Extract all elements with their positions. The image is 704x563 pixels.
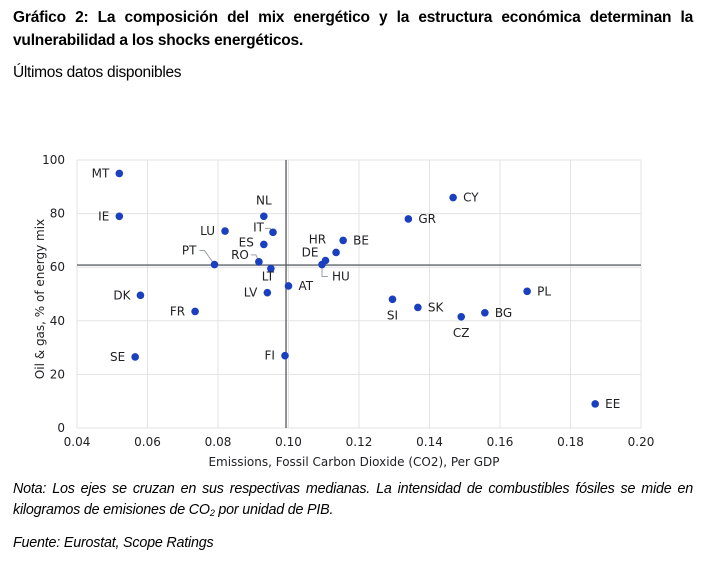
- point-label-hr: HR: [309, 232, 326, 246]
- x-tick-label: 0.10: [275, 435, 302, 449]
- data-point-ee: [591, 400, 599, 408]
- point-label-at: AT: [299, 279, 314, 293]
- data-point-hu: [318, 260, 326, 269]
- data-point-pt: [210, 260, 219, 269]
- data-point-ie: [115, 212, 124, 221]
- data-point-si: [388, 295, 397, 304]
- point-label-sk: SK: [428, 300, 445, 314]
- x-tick-label: 0.14: [416, 435, 443, 449]
- point-label-mt: MT: [92, 166, 110, 180]
- y-tick-label: 100: [42, 153, 65, 167]
- data-point-se: [131, 353, 139, 361]
- x-axis-ticks: 0.04 0.06 0.08 0.10 0.12 0.14 0.16 0.18 0.20: [64, 435, 655, 449]
- note-line2-pre: kilogramos de emisiones de CO: [13, 502, 210, 518]
- x-tick-label: 0.20: [628, 435, 655, 449]
- median-lines: [77, 160, 641, 428]
- point-label-cy: CY: [463, 191, 479, 205]
- y-axis-label: Oil & gas, % of energy mix: [33, 219, 47, 379]
- chart-title-line2: vulnerabilidad a los shocks energéticos.: [13, 32, 304, 49]
- point-label-es: ES: [239, 235, 254, 249]
- point-label-ee: EE: [605, 397, 620, 411]
- point-label-si: SI: [387, 308, 398, 322]
- y-axis-ticks: 0 20 40 60 80 100: [42, 153, 65, 435]
- point-label-lt: LT: [262, 270, 275, 284]
- point-label-se: SE: [110, 350, 125, 364]
- data-point-sk: [414, 303, 422, 312]
- point-label-nl: NL: [256, 193, 272, 207]
- point-label-gr: GR: [418, 212, 436, 226]
- data-point-dk: [136, 291, 145, 300]
- point-label-bg: BG: [495, 306, 512, 320]
- x-tick-label: 0.16: [487, 435, 514, 449]
- grid-lines: [76, 159, 642, 429]
- point-label-ie: IE: [98, 209, 109, 223]
- point-label-lu: LU: [200, 224, 215, 238]
- note-line2-post: por unidad de PIB.: [214, 502, 334, 518]
- point-label-hu: HU: [332, 270, 350, 284]
- data-point-pl: [523, 287, 531, 296]
- point-label-it: IT: [253, 220, 265, 234]
- chart-subtitle: Últimos datos disponibles: [13, 64, 182, 81]
- data-point-hr: [332, 248, 340, 257]
- y-tick-label: 20: [50, 367, 65, 381]
- y-tick-label: 40: [50, 314, 65, 328]
- data-point-at: [284, 282, 293, 290]
- note-line1: Nota: Los ejes se cruzan en sus respecti…: [13, 481, 693, 497]
- x-tick-label: 0.04: [64, 435, 91, 449]
- chart-title-line1: Gráfico 2: La composición del mix energé…: [13, 9, 693, 26]
- data-points: [115, 169, 599, 408]
- y-tick-label: 0: [57, 421, 65, 435]
- leader-line-hu: [321, 264, 328, 278]
- point-label-dk: DK: [113, 288, 131, 302]
- point-label-pt: PT: [182, 244, 197, 258]
- point-label-pl: PL: [537, 284, 551, 298]
- data-point-be: [339, 236, 347, 245]
- y-tick-label: 60: [50, 260, 65, 274]
- data-point-cy: [449, 193, 457, 202]
- x-tick-label: 0.12: [346, 435, 373, 449]
- data-point-ro: [255, 258, 263, 266]
- data-point-mt: [115, 169, 124, 178]
- data-point-nl: [260, 212, 268, 221]
- y-tick-label: 80: [50, 207, 65, 221]
- point-label-de: DE: [302, 246, 319, 260]
- point-label-fi: FI: [265, 349, 275, 363]
- leader-line-pt: [199, 250, 215, 265]
- chart-source: Fuente: Eurostat, Scope Ratings: [13, 535, 214, 551]
- data-point-lu: [221, 227, 229, 235]
- data-point-gr: [404, 215, 413, 223]
- data-point-bg: [481, 308, 489, 317]
- point-label-fr: FR: [170, 304, 185, 318]
- point-label-be: BE: [353, 233, 369, 247]
- data-point-es: [260, 240, 268, 249]
- note-line2: kilogramos de emisiones de CO2 por unida…: [13, 502, 333, 518]
- x-tick-label: 0.08: [205, 435, 232, 449]
- data-point-cz: [457, 312, 466, 321]
- data-point-fi: [281, 351, 289, 360]
- x-axis-label: Emissions, Fossil Carbon Dioxide (CO2), …: [208, 455, 499, 469]
- data-point-fr: [191, 307, 199, 316]
- data-point-lt: [267, 264, 275, 273]
- point-label-cz: CZ: [453, 326, 470, 340]
- point-label-lv: LV: [244, 286, 258, 300]
- x-tick-label: 0.06: [134, 435, 161, 449]
- point-label-ro: RO: [231, 248, 249, 262]
- note-co2-subscript: 2: [209, 508, 215, 518]
- data-point-lv: [263, 288, 272, 297]
- chart-title: Gráfico 2: La composición del mix energé…: [13, 6, 693, 52]
- chart-note: Nota: Los ejes se cruzan en sus respecti…: [13, 479, 693, 524]
- x-tick-label: 0.18: [557, 435, 584, 449]
- data-point-it: [269, 228, 277, 237]
